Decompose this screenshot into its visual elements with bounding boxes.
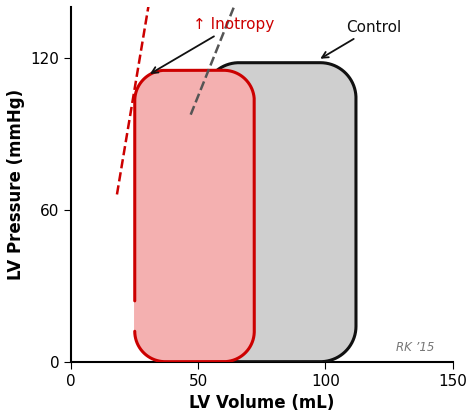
Polygon shape — [203, 63, 356, 362]
X-axis label: LV Volume (mL): LV Volume (mL) — [189, 394, 335, 412]
Text: ↑ Inotropy: ↑ Inotropy — [152, 17, 274, 73]
Text: Control: Control — [322, 20, 401, 58]
Text: RK ’15: RK ’15 — [396, 341, 435, 354]
Polygon shape — [135, 70, 254, 362]
Y-axis label: LV Pressure (mmHg): LV Pressure (mmHg) — [7, 89, 25, 280]
